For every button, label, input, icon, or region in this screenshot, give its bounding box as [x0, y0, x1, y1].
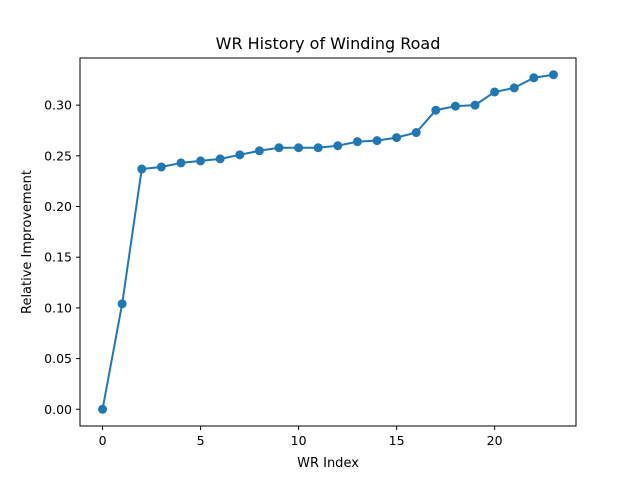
axes-frame — [79, 57, 577, 427]
series-line — [101, 73, 554, 410]
y-tick-label: 0.30 — [44, 98, 72, 113]
data-point — [392, 133, 402, 143]
data-point — [117, 299, 127, 309]
data-point — [294, 143, 304, 153]
data-point — [548, 70, 558, 80]
data-point — [235, 150, 245, 160]
data-point — [176, 158, 186, 168]
data-point — [470, 100, 480, 110]
data-point — [254, 146, 264, 156]
x-tick-label: 10 — [291, 433, 307, 448]
data-point — [352, 137, 362, 147]
data-point — [215, 154, 225, 164]
data-point — [490, 87, 500, 97]
data-point — [411, 128, 421, 138]
data-point — [333, 141, 343, 151]
x-tick-label: 5 — [197, 433, 205, 448]
data-point — [431, 105, 441, 115]
data-point — [156, 162, 166, 172]
data-point — [98, 404, 108, 414]
x-tick-label: 15 — [389, 433, 405, 448]
y-tick-label: 0.20 — [44, 199, 72, 214]
data-point — [196, 156, 206, 166]
data-point — [529, 73, 539, 83]
y-axis-label: Relative Improvement — [20, 170, 35, 314]
y-tick-label: 0.05 — [44, 351, 72, 366]
chart-title: WR History of Winding Road — [216, 34, 441, 53]
data-point — [313, 143, 323, 153]
data-point — [509, 83, 519, 93]
x-tick-label: 0 — [99, 433, 107, 448]
data-point — [137, 164, 147, 174]
x-axis-label: WR Index — [297, 456, 359, 471]
data-point — [372, 136, 382, 146]
data-point — [450, 101, 460, 111]
y-tick-label: 0.15 — [44, 250, 72, 265]
y-tick-label: 0.25 — [44, 148, 72, 163]
x-tick-label: 20 — [487, 433, 503, 448]
y-tick-label: 0.00 — [44, 402, 72, 417]
y-tick-label: 0.10 — [44, 300, 72, 315]
plot-area: 0 5 10 15 20 0.00 0.05 0.10 0.15 0.20 0.25 0.30 — [44, 57, 577, 448]
data-point — [274, 143, 284, 153]
